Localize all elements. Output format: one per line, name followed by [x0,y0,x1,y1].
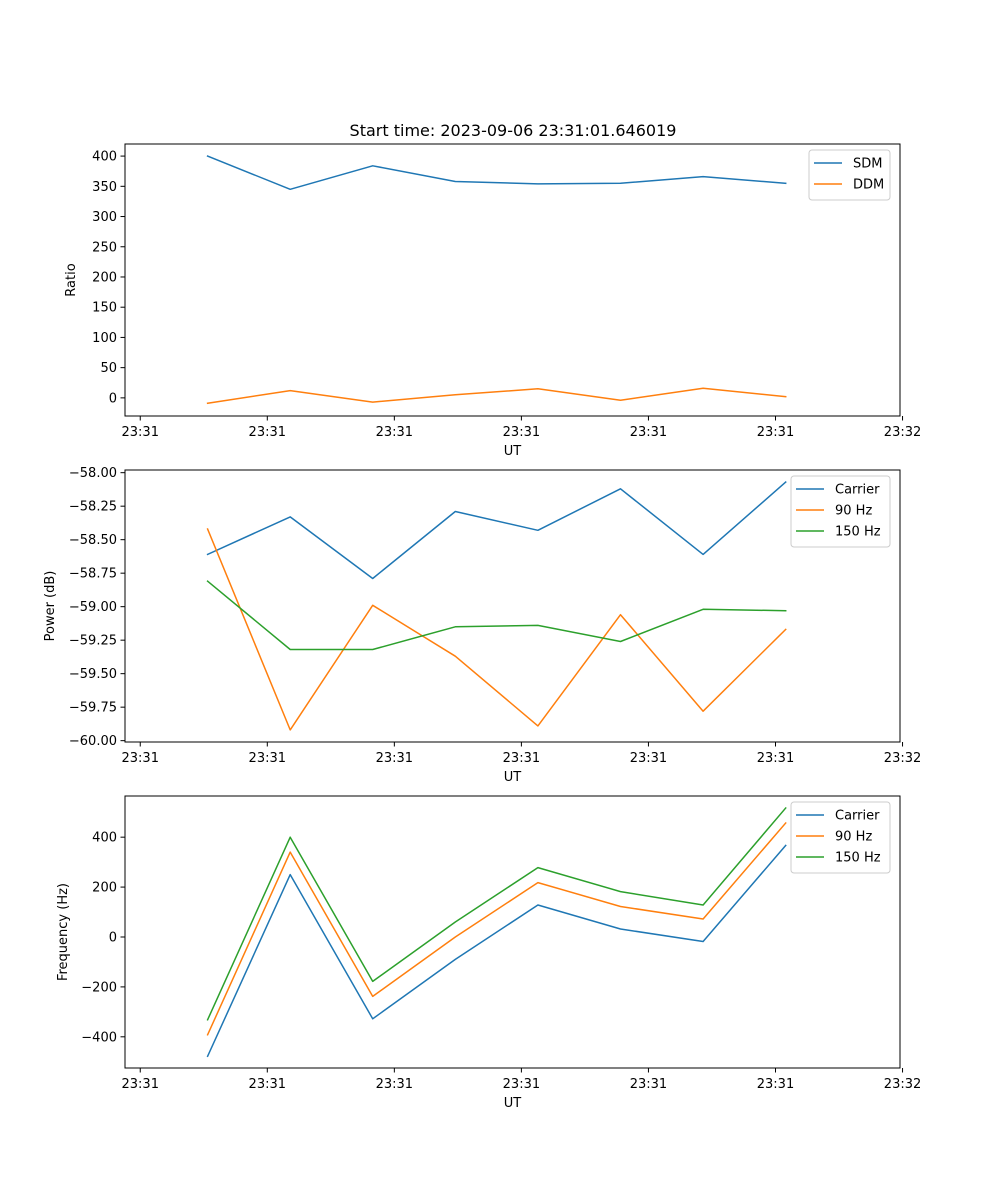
x-tick-label: 23:31 [376,1077,413,1092]
series-line-carrier [206,844,787,1058]
legend: Carrier 90 Hz 150 Hz [790,475,891,548]
legend-label: SDM [853,157,882,172]
y-tick-label: −58.50 [69,533,117,548]
x-tick-label: 23:31 [630,1077,667,1092]
series-line-carrier [206,481,787,580]
y-tick-label: 100 [92,331,117,346]
y-axis-label: Ratio [64,263,79,296]
y-tick-label: −59.00 [69,600,117,615]
y-tick-label: 150 [92,301,117,316]
y-tick-label: 400 [92,150,117,165]
x-tick-label: 23:31 [376,751,413,766]
x-tick-label: 23:31 [122,425,159,440]
legend-label: Carrier [835,483,880,498]
y-tick-label: 250 [92,240,117,255]
series-line-150-hz [206,806,787,1021]
y-tick-label: 0 [109,391,117,406]
axes-panel-2: 23:31 23:31 23:31 23:31 23:31 23:31 23:32 UT −60… [43,466,921,785]
series-line-sdm [206,155,787,191]
x-tick-label: 23:31 [249,1077,286,1092]
y-tick-label: −59.50 [69,667,117,682]
y-tick-label: −58.75 [69,567,117,582]
legend-box [790,801,891,874]
y-tick-label: 300 [92,210,117,225]
x-tick-label: 23:31 [503,751,540,766]
legend-label: 90 Hz [835,830,872,845]
plot-frame [124,795,901,1069]
legend: Carrier 90 Hz 150 Hz [790,801,891,874]
x-tick-label: 23:31 [630,751,667,766]
x-tick-label: 23:31 [249,425,286,440]
legend-box [790,475,891,548]
plot-frame [124,143,901,417]
x-axis-label: UT [504,770,522,785]
y-tick-label: −400 [81,1030,117,1045]
y-axis-label: Power (dB) [43,571,58,642]
y-tick-label: 0 [109,930,117,945]
y-tick-label: −58.00 [69,466,117,481]
x-tick-label: 23:31 [757,751,794,766]
x-axis-label: UT [504,444,522,459]
y-tick-label: 400 [92,831,117,846]
series-line-150-hz [206,580,787,651]
y-tick-label: −59.25 [69,634,117,649]
y-axis-label: Frequency (Hz) [56,883,71,981]
x-tick-label: 23:32 [884,1077,921,1092]
x-tick-label: 23:31 [376,425,413,440]
x-tick-label: 23:31 [757,1077,794,1092]
x-tick-label: 23:31 [503,425,540,440]
y-tick-label: 200 [92,270,117,285]
legend-label: Carrier [835,809,880,824]
x-tick-label: 23:31 [122,751,159,766]
x-axis-label: UT [504,1096,522,1111]
y-tick-label: −200 [81,980,117,995]
y-tick-label: −59.75 [69,701,117,716]
series-line-90-hz [206,821,787,1036]
x-tick-label: 23:31 [757,425,794,440]
x-tick-label: 23:31 [249,751,286,766]
legend-label: DDM [853,178,884,193]
axes-root: 23:31 23:31 23:31 23:31 23:31 23:31 23:32 UT 0 50… [43,143,921,1111]
y-tick-label: 350 [92,180,117,195]
x-tick-label: 23:31 [503,1077,540,1092]
axes-panel-3: 23:31 23:31 23:31 23:31 23:31 23:31 23:32 UT −40… [56,795,921,1111]
legend-label: 150 Hz [835,525,881,540]
x-tick-label: 23:31 [122,1077,159,1092]
figure-title: Start time: 2023-09-06 23:31:01.646019 [350,121,677,140]
y-tick-label: 200 [92,881,117,896]
series-line-90-hz [206,528,787,731]
series-line-ddm [206,387,787,405]
axes-panel-1: 23:31 23:31 23:31 23:31 23:31 23:31 23:32 UT 0 50… [64,143,921,459]
y-tick-label: 50 [100,361,117,376]
plot-frame [124,469,901,743]
y-tick-label: −60.00 [69,734,117,749]
x-tick-label: 23:31 [630,425,667,440]
legend-label: 90 Hz [835,504,872,519]
x-tick-label: 23:32 [884,751,921,766]
legend: SDM DDM [808,149,891,201]
y-tick-label: −58.25 [69,500,117,515]
x-tick-label: 23:32 [884,425,921,440]
legend-label: 150 Hz [835,851,881,866]
